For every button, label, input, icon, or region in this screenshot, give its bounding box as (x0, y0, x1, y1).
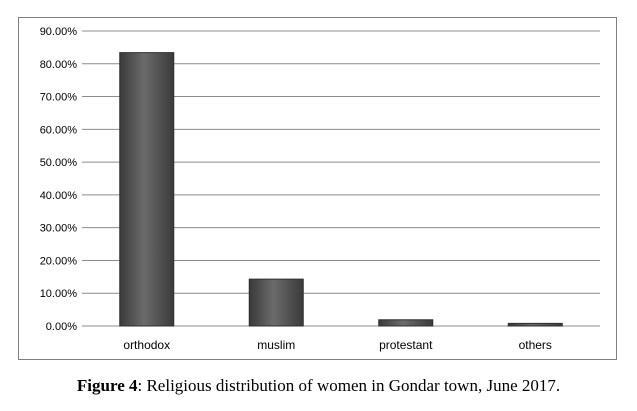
bar-muslim (248, 278, 304, 327)
y-tick-label: 50.00% (40, 157, 78, 169)
bar-chart: 0.00% 10.00% 20.00% 30.00% 40.00% 50.00% 60.00… (40, 26, 600, 352)
y-tick-label: 0.00% (46, 321, 77, 333)
x-tick-label: protestant (379, 338, 433, 352)
bar-orthodox (119, 52, 175, 327)
bar-others (507, 322, 563, 327)
y-tick-label: 10.00% (40, 288, 78, 300)
y-axis-tick-labels: 0.00% 10.00% 20.00% 30.00% 40.00% 50.00% 60.00… (40, 26, 78, 333)
x-tick-label: others (519, 338, 552, 352)
x-tick-label: orthodox (123, 338, 170, 352)
y-tick-label: 90.00% (40, 26, 78, 38)
figure-caption: Figure 4: Religious distribution of wome… (0, 376, 637, 396)
x-tick-label: muslim (257, 338, 295, 352)
x-axis-category-labels: orthodox muslim protestant others (123, 338, 552, 352)
y-tick-label: 80.00% (40, 59, 78, 71)
y-tick-label: 60.00% (40, 124, 78, 136)
figure-label: Figure 4 (76, 376, 138, 395)
y-tick-label: 70.00% (40, 92, 78, 104)
y-tick-label: 30.00% (40, 223, 78, 235)
chart-frame (18, 17, 617, 360)
bar-protestant (378, 319, 434, 327)
y-tick-label: 20.00% (40, 255, 78, 267)
figure-caption-text: : Religious distribution of women in Gon… (137, 376, 561, 395)
y-tick-label: 40.00% (40, 190, 78, 202)
bars (119, 52, 563, 327)
